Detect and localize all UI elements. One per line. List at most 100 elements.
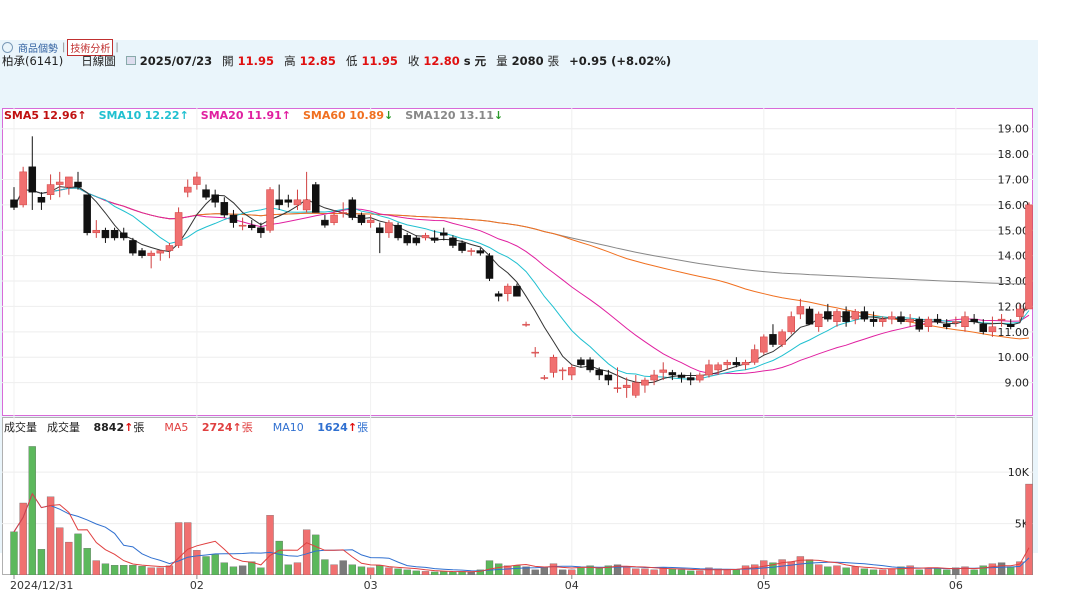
candle-body <box>55 181 64 185</box>
sma5-legend-arrow: ↑ <box>77 109 87 122</box>
candle-body <box>878 318 887 322</box>
candle-body <box>860 311 869 320</box>
volume-bar <box>650 569 658 575</box>
volume-bar <box>403 569 411 575</box>
candle-body <box>220 202 229 216</box>
volume-bar <box>531 569 539 575</box>
candle-body <box>696 374 704 381</box>
candle <box>55 171 64 198</box>
candle-body <box>924 318 933 327</box>
candle-body <box>668 372 677 376</box>
volume-bar <box>366 567 375 575</box>
volume-bar <box>56 527 64 575</box>
candle-body <box>933 318 942 322</box>
volume-bar <box>741 565 750 575</box>
candle <box>860 306 869 322</box>
volume-bar <box>924 567 933 575</box>
volume-bar <box>248 561 256 575</box>
volume-bar <box>558 569 567 575</box>
tab-stock-overview[interactable]: 商品個勢 <box>18 43 58 55</box>
low-label: 低 <box>345 53 358 68</box>
volume-tick-label: 10K <box>1008 466 1030 479</box>
candle <box>595 367 603 381</box>
sma20-legend-label: SMA20 <box>200 109 244 122</box>
candle-body <box>37 197 46 203</box>
candle-body <box>412 237 421 244</box>
volume-bar <box>37 549 46 575</box>
sma60-legend-label: SMA60 <box>303 109 346 122</box>
candle <box>1016 303 1024 322</box>
candle-body <box>83 194 91 234</box>
candle-body <box>970 318 978 322</box>
candle <box>531 347 539 358</box>
volume-bar <box>293 562 302 575</box>
candle-body <box>494 293 503 297</box>
sma5-legend-value: 12.96 <box>42 109 78 122</box>
candle <box>257 222 265 238</box>
volume-bar <box>623 566 631 575</box>
tab-technical-analysis[interactable]: 技術分析 <box>67 38 114 56</box>
candle-body <box>814 313 823 327</box>
volume-bar <box>165 565 174 575</box>
candle-body <box>467 250 475 252</box>
candle-body <box>46 184 55 195</box>
candle <box>412 235 421 246</box>
candle-body <box>796 306 805 315</box>
candle <box>613 367 622 393</box>
candle <box>851 308 860 325</box>
sma120-legend-value: 13.11 <box>459 109 494 122</box>
volume-bar <box>997 562 1006 575</box>
candle-body <box>165 245 174 251</box>
candle <box>19 166 27 208</box>
sma20-legend-arrow: ↑ <box>281 109 291 122</box>
volume-bar <box>705 567 713 575</box>
volume-bar <box>284 564 292 575</box>
volume-bar <box>549 563 558 575</box>
volume-bar <box>979 565 987 575</box>
candle-body <box>110 230 119 239</box>
candle <box>101 227 110 243</box>
candle-body <box>504 285 512 294</box>
candle-body <box>741 362 750 366</box>
volume-bar <box>879 569 887 575</box>
candle <box>467 248 475 256</box>
candle-body <box>394 224 402 239</box>
candle <box>650 369 658 386</box>
vol-legend: 成交量 8842↑張 <box>47 419 154 435</box>
globe-icon <box>2 41 13 53</box>
price-tick-label: 15.00 <box>998 224 1030 237</box>
vma10-legend-value: 1624 <box>317 421 348 434</box>
date-tick-label: 2024/12/31 <box>10 579 73 592</box>
candle <box>604 369 613 386</box>
volume-bar <box>778 559 786 575</box>
candle <box>869 311 878 327</box>
vma5-line <box>13 492 1030 573</box>
candle-body <box>659 369 667 373</box>
candle-body <box>247 224 256 228</box>
technical-chart: 商品個勢 | 技術分析 | 柏承(6141) 日線圖 2025/07/23 開 … <box>0 38 1038 592</box>
open-label: 開 <box>222 53 234 68</box>
volume-panel: 10K 5K 成交量 成交量 8842↑張 MA5 2724↑張 MA10 162… <box>2 417 1033 575</box>
volume-bar <box>257 567 265 575</box>
volume-bar <box>138 566 146 575</box>
candle-body <box>750 349 759 363</box>
volume-bar <box>988 563 997 575</box>
date-tick-label: 03 <box>364 579 378 592</box>
volume-bar <box>1025 483 1033 575</box>
volume-bar <box>83 548 91 575</box>
volume-bar <box>805 559 814 575</box>
candle <box>37 192 46 210</box>
volume-bar <box>595 567 603 575</box>
volume-bar <box>815 564 823 575</box>
price-tick-label: 18.00 <box>998 148 1030 161</box>
date-tick-label: 04 <box>565 579 579 592</box>
candle-body <box>549 356 558 373</box>
candle <box>165 242 174 259</box>
candle <box>760 334 768 355</box>
volume-bar <box>28 446 36 575</box>
sma10-legend-label: SMA10 <box>98 109 142 122</box>
low-value: 11.95 <box>361 53 398 68</box>
volume-bar <box>220 562 228 575</box>
tab-separator: | <box>62 41 66 53</box>
candle-body <box>312 184 320 213</box>
